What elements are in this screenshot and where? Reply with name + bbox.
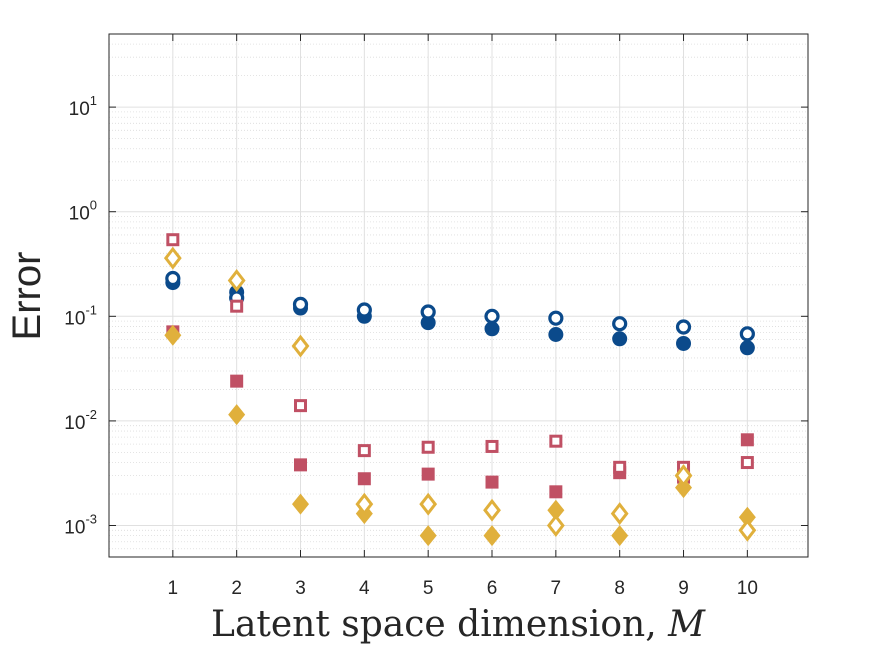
series-blue-open-circle bbox=[165, 270, 755, 342]
y-tick-label-base: 10 bbox=[69, 99, 90, 120]
gold-open-diamond-point bbox=[227, 269, 246, 292]
gold-open-diamond-point bbox=[546, 514, 565, 537]
red-open-square-point bbox=[230, 299, 244, 313]
y-tick-label: 100 bbox=[69, 198, 97, 225]
gold-filled-diamond-point bbox=[738, 506, 756, 528]
blue-open-circle-point bbox=[356, 302, 372, 318]
x-tick-label: 10 bbox=[737, 578, 758, 599]
red-filled-square-point bbox=[421, 467, 435, 481]
y-tick-label-base: 10 bbox=[64, 413, 85, 434]
gold-filled-diamond-point bbox=[164, 324, 182, 346]
minor-grid bbox=[109, 43, 808, 550]
blue-filled-circle-point bbox=[676, 335, 692, 351]
blue-open-circle-point bbox=[484, 308, 500, 324]
x-tick-label: 1 bbox=[168, 578, 179, 599]
blue-filled-circle-point bbox=[420, 315, 436, 331]
gold-filled-diamond-point bbox=[228, 404, 246, 426]
y-tick-label-exponent: 1 bbox=[90, 93, 97, 108]
series-gold-filled-diamond bbox=[164, 324, 756, 547]
x-tick-label: 4 bbox=[359, 578, 370, 599]
red-open-square-point bbox=[740, 456, 754, 470]
x-tick-label: 8 bbox=[614, 578, 625, 599]
red-filled-square-point bbox=[357, 472, 371, 486]
y-tick-label-base: 10 bbox=[64, 308, 85, 329]
gold-filled-diamond-point bbox=[292, 493, 310, 515]
gold-open-diamond-point bbox=[291, 334, 310, 358]
blue-open-circle-point bbox=[612, 316, 628, 332]
red-open-square-point bbox=[357, 444, 371, 458]
series-gold-open-diamond bbox=[163, 246, 757, 542]
x-axis-label-text: Latent space dimension, bbox=[211, 604, 668, 645]
y-axis-label: Error bbox=[5, 252, 49, 341]
gold-open-diamond-point bbox=[738, 518, 757, 542]
y-tick-label-base: 10 bbox=[64, 518, 85, 539]
red-open-square-point bbox=[485, 439, 499, 453]
gold-filled-diamond-point bbox=[547, 499, 565, 521]
blue-open-circle-point bbox=[165, 270, 181, 287]
red-open-square-point bbox=[549, 434, 563, 448]
blue-filled-circle-point bbox=[548, 327, 564, 343]
gold-filled-diamond-point bbox=[419, 525, 437, 547]
blue-filled-circle-point bbox=[612, 331, 628, 347]
y-tick-label-exponent: -3 bbox=[85, 512, 97, 527]
series-blue-filled-circle bbox=[165, 275, 755, 356]
blue-open-circle-point bbox=[292, 296, 309, 312]
blue-open-circle-point bbox=[739, 326, 755, 342]
x-axis-ticks: 1 2 3 4 5 6 7 8 9 10 bbox=[168, 34, 758, 599]
gold-filled-diamond-point bbox=[675, 477, 693, 499]
gold-open-diamond-point bbox=[483, 498, 501, 522]
x-tick-label: 5 bbox=[423, 578, 434, 599]
red-filled-square-point bbox=[294, 458, 308, 472]
red-filled-square-point bbox=[230, 374, 244, 388]
x-tick-label: 9 bbox=[678, 578, 689, 599]
data-points bbox=[163, 233, 757, 547]
red-open-square-point bbox=[166, 233, 180, 247]
x-tick-label: 6 bbox=[487, 578, 498, 599]
red-filled-square-point bbox=[549, 485, 563, 499]
blue-filled-circle-point bbox=[739, 340, 755, 356]
gold-open-diamond-point bbox=[610, 502, 629, 526]
x-axis-label: Latent space dimension, M bbox=[211, 604, 706, 645]
y-tick-label: 101 bbox=[69, 93, 97, 120]
x-tick-label: 3 bbox=[295, 578, 306, 599]
gold-filled-diamond-point bbox=[483, 525, 501, 547]
blue-open-circle-point bbox=[675, 319, 692, 335]
y-tick-label: 10-2 bbox=[64, 407, 97, 434]
blue-open-circle-point bbox=[420, 304, 436, 320]
red-filled-square-point bbox=[485, 475, 499, 489]
gold-filled-diamond-point bbox=[611, 525, 629, 547]
y-tick-label: 10-1 bbox=[64, 302, 97, 329]
x-tick-label: 2 bbox=[231, 578, 242, 599]
gold-open-diamond-point bbox=[419, 492, 438, 516]
red-open-square-point bbox=[613, 460, 627, 474]
red-open-square-point bbox=[294, 399, 308, 413]
plot-frame bbox=[108, 33, 809, 558]
x-tick-label: 7 bbox=[551, 578, 562, 599]
gold-open-diamond-point bbox=[355, 492, 374, 516]
gold-open-diamond-point bbox=[163, 246, 182, 270]
y-tick-label-exponent: -2 bbox=[85, 407, 97, 422]
y-tick-label-exponent: 0 bbox=[90, 198, 97, 213]
x-axis-label-variable: M bbox=[667, 604, 706, 645]
gold-open-diamond-point bbox=[674, 464, 693, 488]
red-open-square-point bbox=[421, 440, 435, 454]
y-tick-label-exponent: -1 bbox=[85, 302, 97, 317]
y-tick-label: 10-3 bbox=[64, 512, 97, 539]
red-filled-square-point bbox=[740, 433, 754, 447]
blue-open-circle-point bbox=[548, 310, 564, 326]
blue-filled-circle-point bbox=[484, 321, 500, 337]
y-tick-label-base: 10 bbox=[69, 204, 90, 225]
